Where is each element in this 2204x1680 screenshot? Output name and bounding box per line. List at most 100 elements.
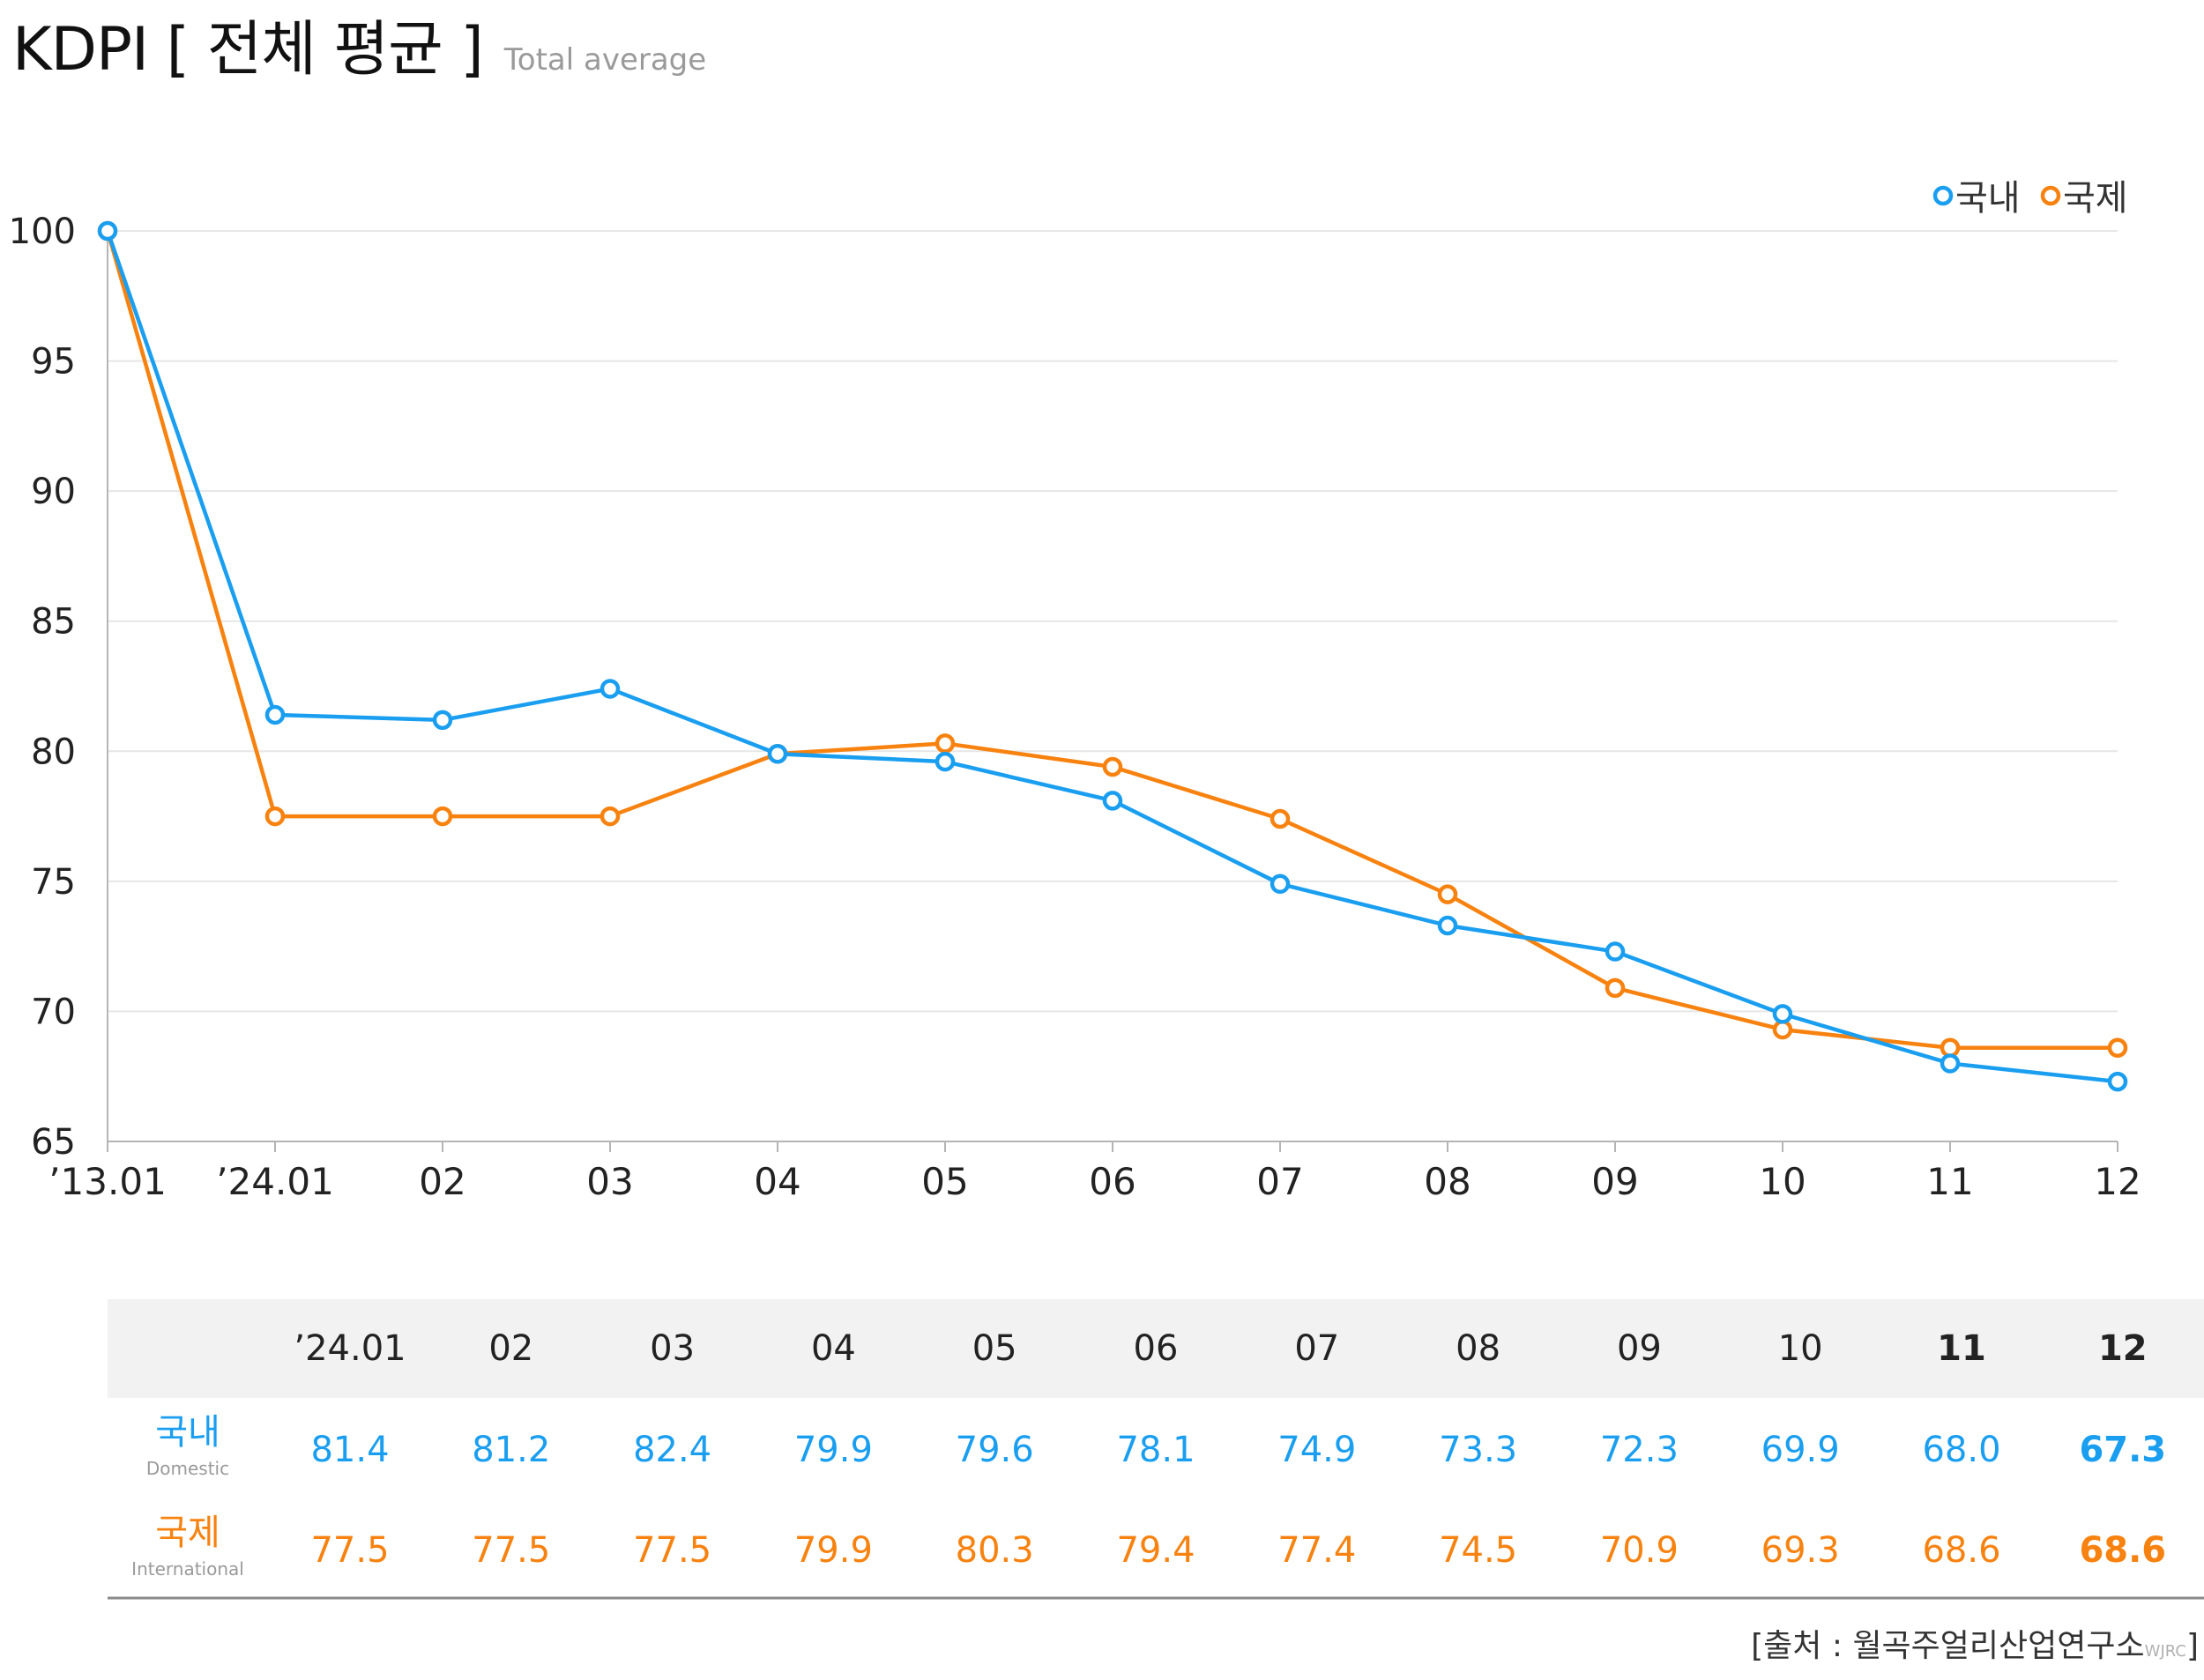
series-line-international — [105, 230, 2118, 1050]
table-cell: 70.9 — [1600, 1530, 1679, 1571]
data-point-international — [1437, 884, 1458, 904]
legend-marker — [1932, 185, 1954, 206]
table-cell: 67.3 — [2079, 1430, 2166, 1470]
data-point-international — [1270, 808, 1291, 829]
x-tick-label: 02 — [419, 1160, 465, 1203]
table-header-cell: 02 — [488, 1328, 533, 1369]
data-point-domestic — [1940, 1053, 1961, 1074]
x-tick-label: 05 — [921, 1160, 968, 1203]
legend-label: 국제 — [2063, 178, 2128, 219]
table-header-cell: 10 — [1778, 1328, 1823, 1369]
source-note: [출처 : 월곡주얼리산업연구소WJRC] — [1751, 1620, 2199, 1666]
data-point-domestic — [599, 679, 621, 699]
table-cell: 68.0 — [1922, 1430, 2000, 1470]
x-tick-label: 08 — [1424, 1160, 1471, 1203]
data-point-domestic — [2107, 1071, 2128, 1092]
table-row-sublabel: Domestic — [146, 1458, 229, 1479]
data-point-domestic — [1437, 915, 1458, 936]
data-point-international — [1605, 978, 1626, 999]
chart-title: KDPI [ 전체 평균 ] — [12, 15, 484, 85]
table-cell: 79.9 — [794, 1430, 873, 1470]
table-cell: 73.3 — [1439, 1430, 1517, 1470]
table-header-cell: 07 — [1294, 1328, 1339, 1369]
table-header-cell: 08 — [1456, 1328, 1500, 1369]
data-point-domestic — [1605, 941, 1626, 962]
y-tick-label: 100 — [9, 212, 76, 252]
x-tick-label: 11 — [1926, 1160, 1973, 1203]
table-cell: 78.1 — [1116, 1430, 1195, 1470]
y-tick-label: 85 — [31, 602, 76, 643]
table-cell: 77.4 — [1277, 1530, 1356, 1571]
x-tick-label: 09 — [1591, 1160, 1638, 1203]
data-point-international — [599, 806, 621, 827]
data-point-international — [1772, 1019, 1793, 1040]
source-close: ] — [2185, 1628, 2199, 1664]
table-cell: 74.9 — [1277, 1430, 1356, 1470]
data-point-domestic — [1772, 1004, 1793, 1024]
y-tick-label: 75 — [31, 862, 76, 903]
x-tick-label: ’24.01 — [216, 1160, 334, 1203]
data-point-international — [934, 733, 956, 754]
table-cell: 77.5 — [472, 1530, 550, 1571]
table-header-cell: 05 — [972, 1328, 1017, 1369]
source-text: [출처 : 월곡주얼리산업연구소 — [1751, 1628, 2145, 1664]
x-tick-label: 06 — [1089, 1160, 1136, 1203]
chart-header: KDPI [ 전체 평균 ] Total average — [12, 0, 707, 85]
y-tick-label: 90 — [31, 472, 76, 512]
table-cell: 79.6 — [956, 1430, 1034, 1470]
line-chart: 65 70 75 80 85 90 95 100 ’13.01 ’24.01 02 03 04 05 06 0… — [9, 178, 2204, 1600]
legend-label: 국내 — [1955, 178, 2021, 219]
table-cell: 77.5 — [633, 1530, 711, 1571]
table-cell: 79.9 — [794, 1530, 873, 1571]
table-header-cell: 11 — [1937, 1328, 1986, 1369]
table-row-label: 국제 — [155, 1513, 220, 1553]
x-tick-label: 07 — [1256, 1160, 1303, 1203]
data-point-domestic — [1270, 873, 1291, 895]
x-tick-label: 03 — [586, 1160, 633, 1203]
y-tick-label: 70 — [31, 992, 76, 1032]
data-point-international — [1102, 756, 1123, 777]
data-point-international — [1940, 1037, 1961, 1058]
table-row-sublabel: International — [131, 1558, 244, 1580]
x-tick-label: 04 — [754, 1160, 800, 1203]
table-cell: 74.5 — [1439, 1530, 1517, 1571]
x-tick-label: 10 — [1759, 1160, 1806, 1203]
x-tick-label: ’13.01 — [48, 1160, 167, 1203]
data-point-domestic — [1102, 791, 1123, 811]
y-tick-label: 65 — [31, 1122, 76, 1163]
chart-subtitle: Total average — [503, 42, 707, 78]
legend-marker — [2040, 185, 2061, 206]
y-tick-label: 95 — [31, 342, 76, 383]
table-cell: 77.5 — [310, 1530, 389, 1571]
table-cell: 68.6 — [1922, 1530, 2000, 1571]
table-header-cell: 03 — [650, 1328, 695, 1369]
table-cell: 72.3 — [1600, 1430, 1679, 1470]
table-cell: 81.4 — [310, 1430, 389, 1470]
table-header-cell: 06 — [1134, 1328, 1179, 1369]
y-tick-label: 80 — [31, 732, 76, 772]
table-cell: 69.9 — [1761, 1430, 1840, 1470]
table-cell: 68.6 — [2079, 1530, 2166, 1571]
table-cell: 80.3 — [956, 1530, 1034, 1571]
series-line-domestic — [105, 230, 2118, 1084]
data-point-domestic — [264, 704, 286, 725]
data-point-international — [264, 806, 286, 827]
table-cell: 81.2 — [472, 1430, 550, 1470]
table-cell: 79.4 — [1116, 1530, 1195, 1571]
x-tick-label: 12 — [2094, 1160, 2141, 1203]
table-header-cell: ’24.01 — [294, 1328, 406, 1369]
data-point-international — [2107, 1037, 2128, 1058]
table-header-cell: 09 — [1617, 1328, 1662, 1369]
data-point-domestic — [934, 751, 956, 772]
table-cell: 82.4 — [633, 1430, 711, 1470]
table-header-cell: 12 — [2098, 1328, 2148, 1369]
data-point-domestic — [97, 220, 118, 242]
table-header-cell: 04 — [811, 1328, 856, 1369]
table-row-label: 국내 — [155, 1412, 220, 1453]
source-tag: WJRC — [2144, 1642, 2186, 1661]
table-cell: 69.3 — [1761, 1530, 1840, 1571]
data-point-domestic — [767, 743, 788, 764]
table-header-bg — [108, 1299, 2204, 1398]
data-point-domestic — [432, 710, 453, 731]
data-point-international — [432, 806, 453, 827]
